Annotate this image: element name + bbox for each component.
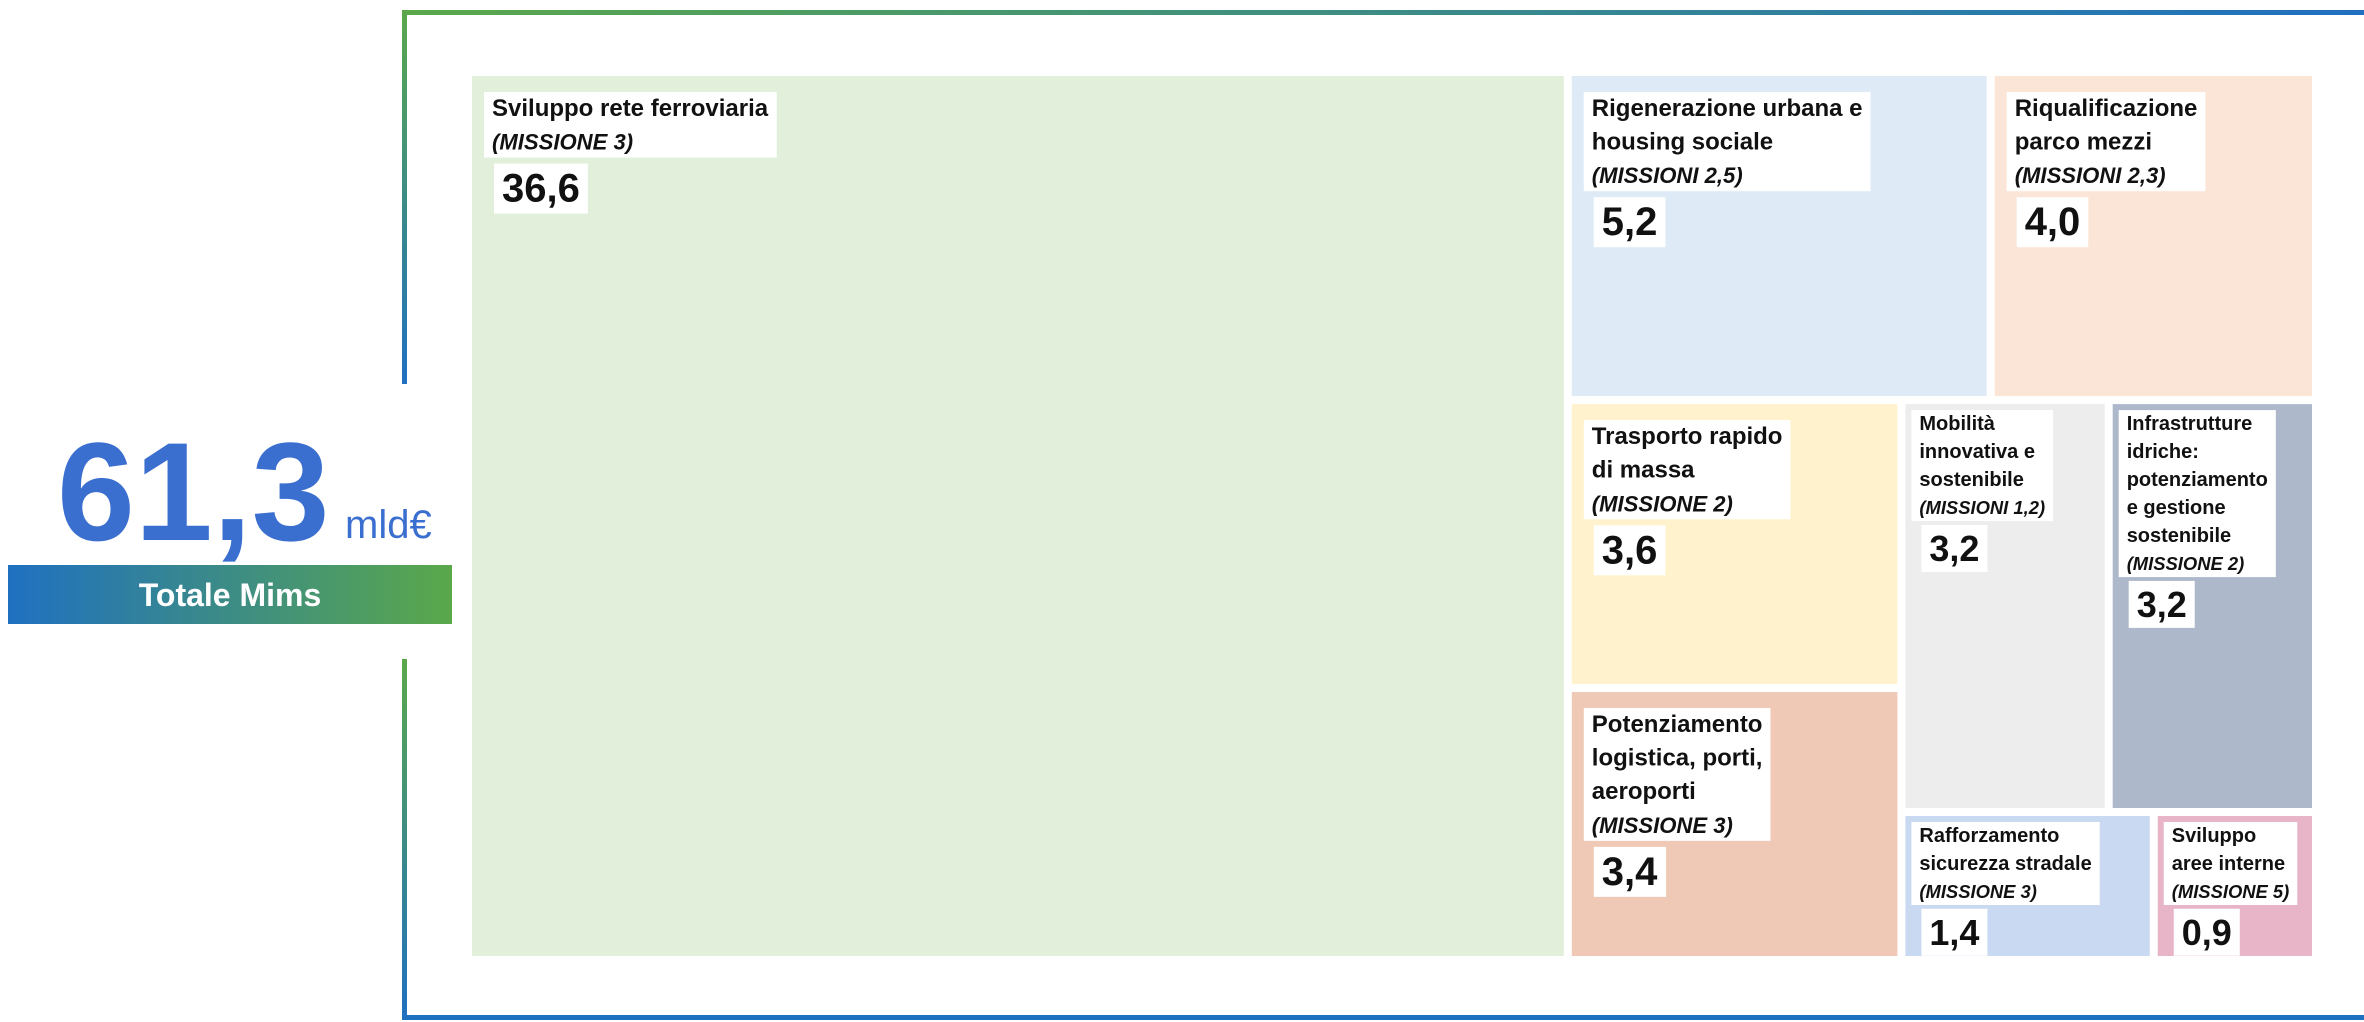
label-background [2128,580,2195,628]
label-background [1911,821,2100,905]
tile-mission: (MISSIONE 2) [2127,553,2245,574]
tile-mission: (MISSIONE 3) [1919,881,2037,902]
tile-title: Sviluppo rete ferroviaria [492,95,769,122]
tile-title: parco mezzi [2015,129,2152,156]
tile-value-group: 1,4 [1929,912,1979,953]
tile-value: 3,6 [1602,528,1658,572]
tile-value-group: 4,0 [2025,200,2081,244]
tile-title: aeroporti [1592,778,1696,805]
treemap: Sviluppo rete ferroviaria (MISSIONE 3) 36,… [472,76,2312,956]
tile-title: potenziamento [2127,469,2268,491]
tile-title: Infrastrutture [2127,413,2253,435]
tile-title: Trasporto rapido [1592,423,1783,450]
tile-mission: (MISSIONI 1,2) [1919,497,2045,518]
tile-label: Sviluppo aree interne (MISSIONE 5) [2172,825,2290,902]
frame-bottom [402,1015,2364,1020]
tile-value: 0,9 [2182,912,2232,953]
label-background [2006,92,2206,192]
tile-title: Riqualificazione [2015,95,2198,122]
tile-title: Rigenerazione urbana e [1592,95,1863,122]
treemap-tile [472,76,1564,956]
tile-value-group: 3,6 [1602,528,1658,572]
label-background [2163,821,2298,905]
label-background [1593,525,1666,576]
tile-title: sostenibile [1919,469,2023,491]
tile-value-group: 3,4 [1602,850,1658,894]
tile-title: di massa [1592,457,1695,484]
tile-mission: (MISSIONI 2,5) [1592,163,1743,188]
tile-value: 3,2 [2137,584,2187,625]
frame-left-bottom [402,659,407,1020]
tile-title: sostenibile [2127,525,2231,547]
tile-value-group: 5,2 [1602,200,1658,244]
label-background [1583,708,1771,841]
tile-label: Riqualificazione parco mezzi (MISSIONI 2,3… [2015,95,2198,188]
tile-value-group: 0,9 [2182,912,2232,953]
tile-label: Sviluppo rete ferroviaria (MISSIONE 3) [492,95,769,155]
label-background [1921,908,1988,956]
tile-title: aree interne [2172,853,2285,875]
total-value: 61,3 [57,413,329,570]
tile-value: 3,4 [1602,850,1658,894]
tile-value: 3,2 [1929,528,1979,569]
label-background [484,92,777,158]
tile-value-group: 36,6 [502,167,580,211]
tile-title: Sviluppo [2172,825,2256,847]
frame-left-top [402,10,407,384]
tile-label: Rigenerazione urbana e housing sociale (MI… [1592,95,1863,188]
label-background [1593,846,1667,897]
tile-title: innovativa e [1919,441,2035,463]
tile-label: Mobilità innovativa e sostenibile (MISSIONI… [1919,413,2045,518]
tile-mission: (MISSIONE 3) [1592,813,1733,838]
tile-title: Rafforzamento [1919,825,2059,847]
tile-title: logistica, porti, [1592,745,1763,772]
tile-mission: (MISSIONI 2,3) [2015,163,2166,188]
tile-value: 4,0 [2025,200,2081,244]
tile-value: 36,6 [502,167,580,211]
tile-mission: (MISSIONE 2) [1592,491,1733,516]
tile-label: Infrastrutture idriche: potenziamento e ges… [2127,413,2268,574]
tile-title: idriche: [2127,441,2199,463]
tile-label: Trasporto rapido di massa (MISSIONE 2) [1592,423,1783,516]
tile-title: Potenziamento [1592,711,1763,738]
label-background [1583,420,1791,520]
frame-top [402,10,2364,15]
total-caption: Totale Mims [139,577,322,613]
tile-mission: (MISSIONE 5) [2172,881,2290,902]
tile-label: Rafforzamento sicurezza stradale (MISSIONE… [1919,825,2091,902]
label-background [1911,410,2054,522]
label-background [2173,908,2240,956]
tile-title: housing sociale [1592,129,1773,156]
tile-title: e gestione [2127,497,2226,519]
tile-value-group: 3,2 [2137,584,2187,625]
tile-value: 5,2 [1602,200,1658,244]
tile-value-group: 3,2 [1929,528,1979,569]
label-background [1921,524,1988,572]
tile-mission: (MISSIONE 3) [492,130,633,155]
tile-label: Potenziamento logistica, porti, aeroporti (… [1592,711,1763,838]
label-background [494,163,588,214]
tile-title: sicurezza stradale [1919,853,2091,875]
tile-title: Mobilità [1919,413,1995,435]
total-unit: mld€ [345,503,432,547]
total-bar [8,565,452,624]
label-background [1593,197,1666,248]
label-background [2016,197,2089,248]
tile-value: 1,4 [1929,912,1979,953]
label-background [2118,410,2276,578]
label-background [1583,92,1871,192]
